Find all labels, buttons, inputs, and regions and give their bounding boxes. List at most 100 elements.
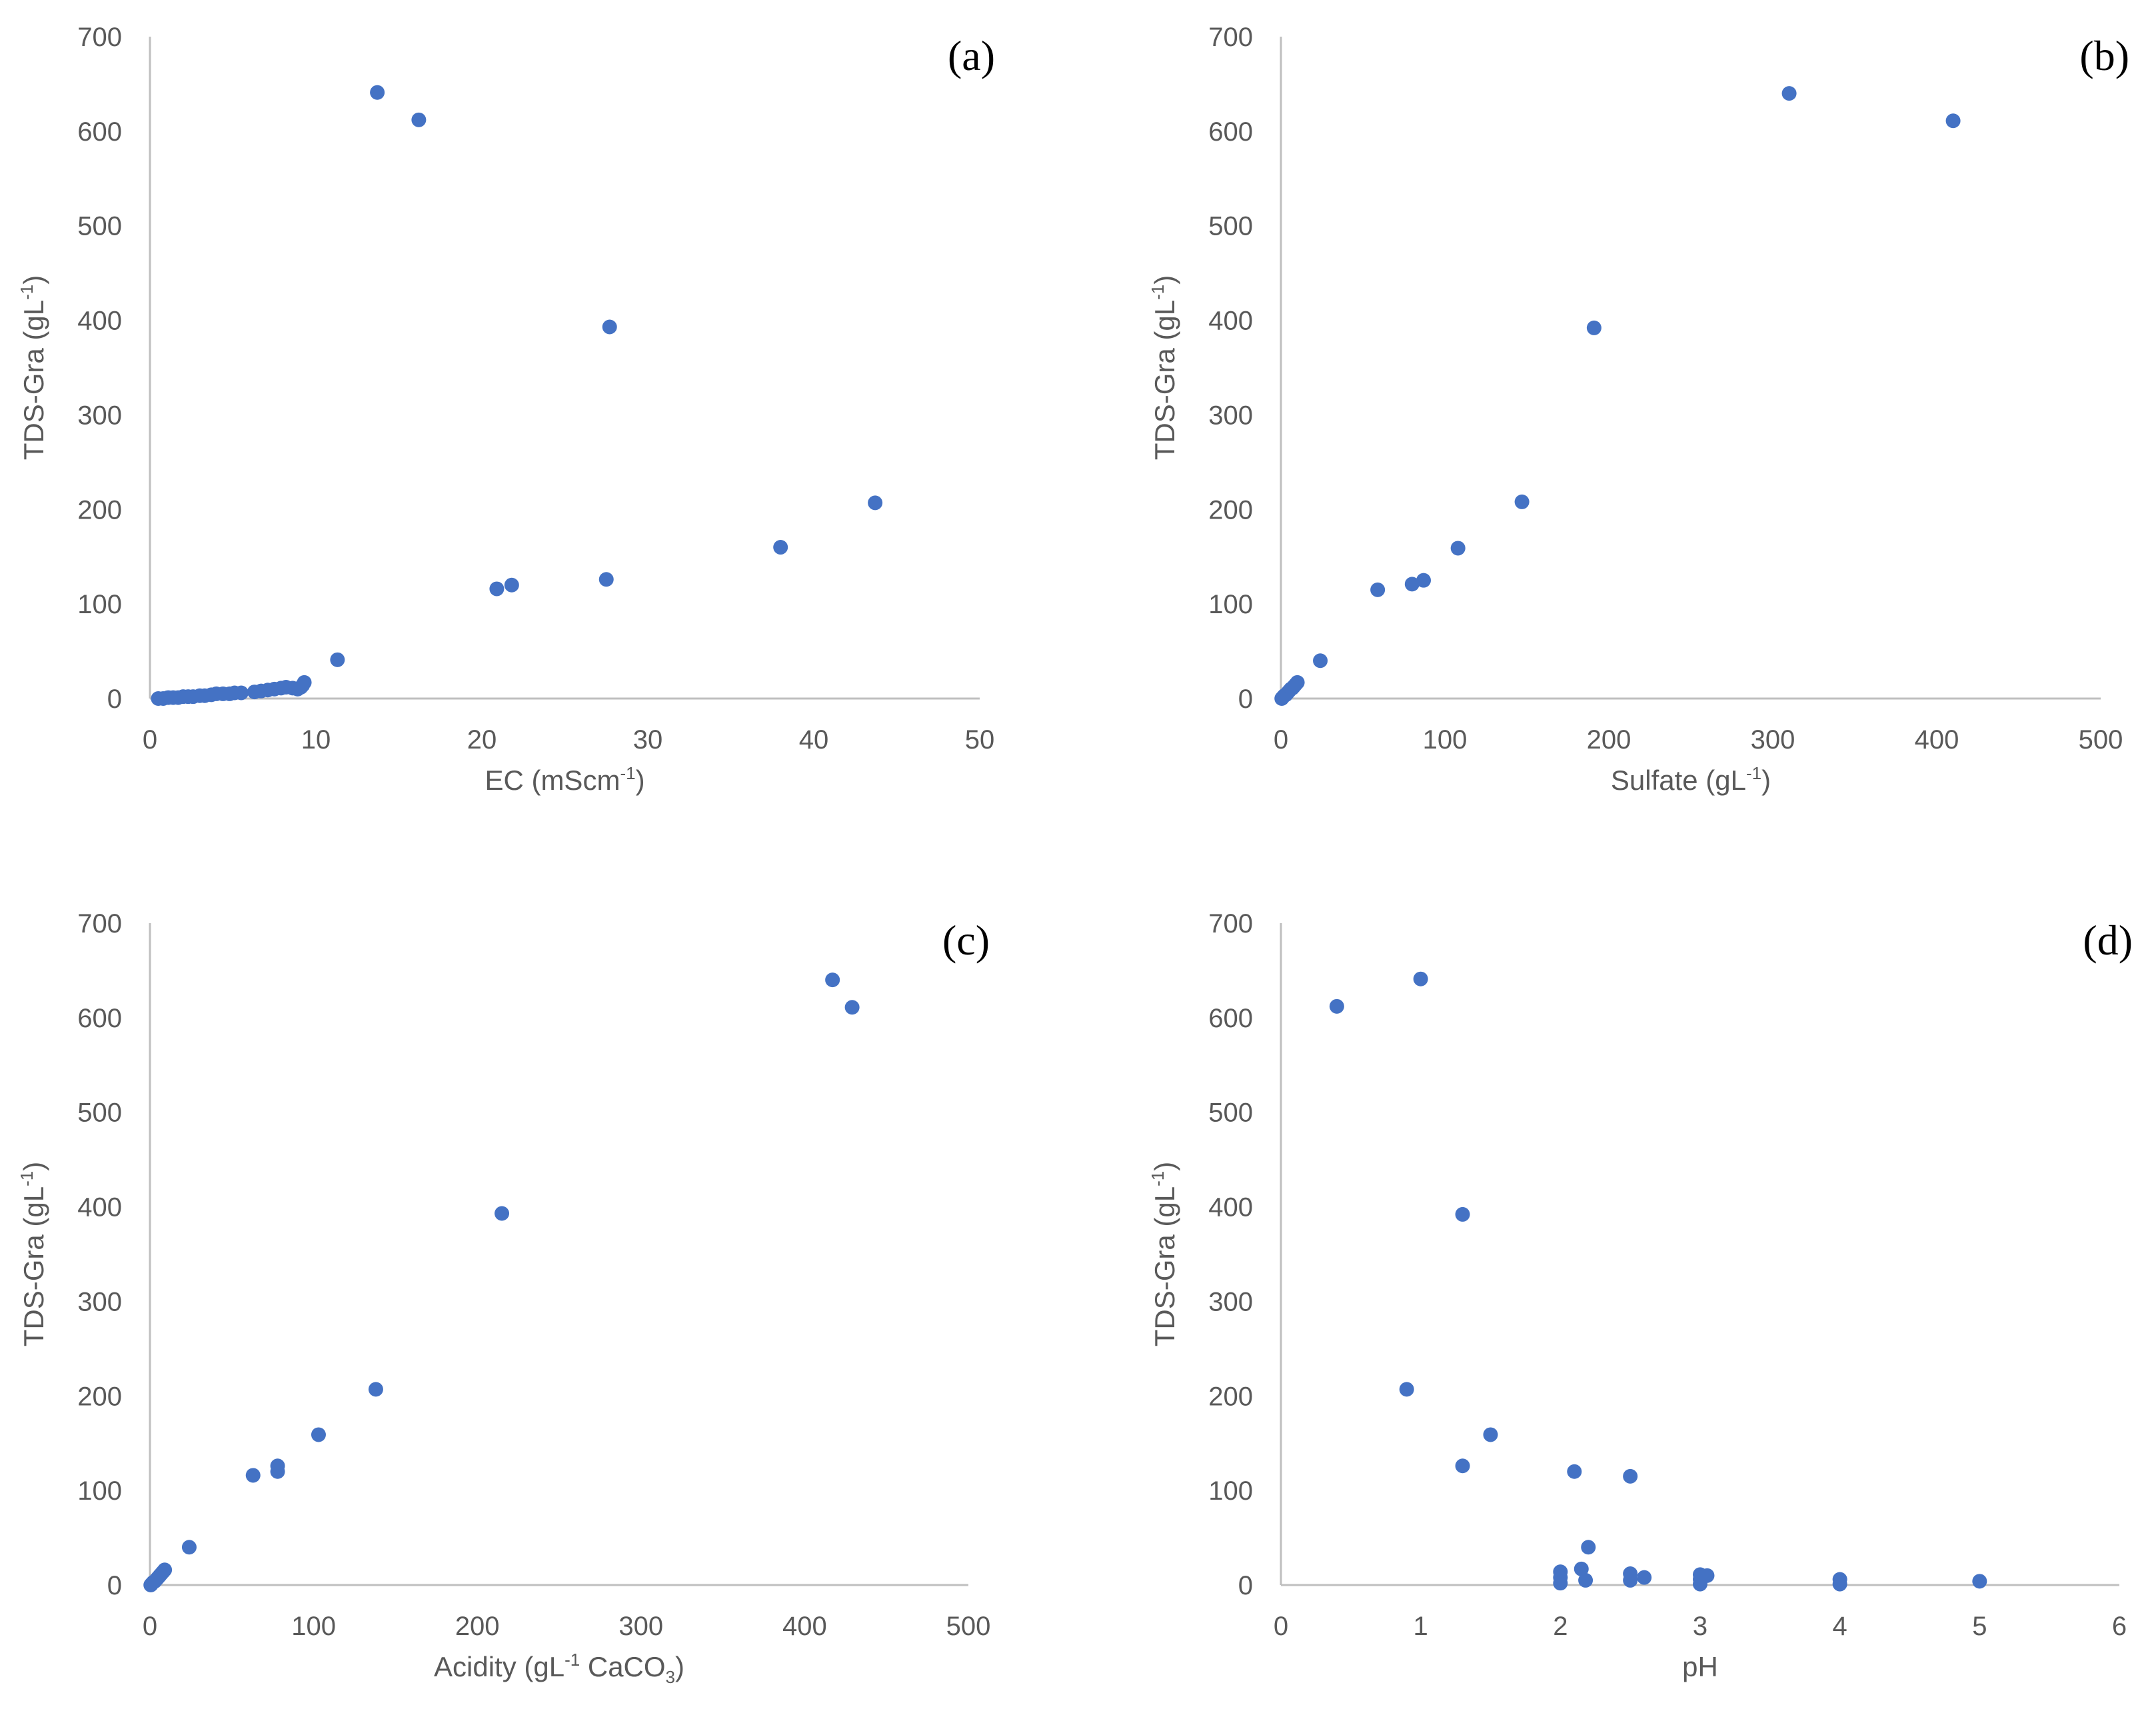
y-tick-label: 100 xyxy=(77,590,122,619)
x-tick-label: 6 xyxy=(2112,1612,2127,1641)
data-point xyxy=(1416,573,1432,588)
data-point xyxy=(598,572,614,587)
panel-label: (c) xyxy=(942,916,990,964)
data-point xyxy=(1455,1206,1470,1222)
x-tick-label: 0 xyxy=(1274,1612,1288,1641)
data-point xyxy=(1637,1570,1652,1585)
data-point xyxy=(504,577,519,593)
y-tick-label: 600 xyxy=(1208,1004,1253,1033)
y-tick-label: 200 xyxy=(1208,495,1253,525)
y-axis-title: TDS-Gra (gL-1) xyxy=(17,1162,49,1347)
y-tick-label: 100 xyxy=(77,1476,122,1506)
x-tick-label: 0 xyxy=(143,725,157,755)
data-point xyxy=(1699,1568,1715,1583)
panel-a: 0 100 200 300 400 500 600 700 0 10 20 30 40 50 EC (mSc… xyxy=(17,23,995,796)
data-point xyxy=(1329,998,1344,1014)
x-tick-label: 400 xyxy=(782,1612,827,1641)
panel-b: 0 100 200 300 400 500 600 700 0 100 200 300 400 500 Su… xyxy=(1148,23,2129,796)
y-tick-label: 200 xyxy=(77,495,122,525)
y-tick-label: 100 xyxy=(1208,1476,1253,1506)
data-point xyxy=(1574,1561,1589,1576)
panel-label: (a) xyxy=(948,32,995,79)
data-point xyxy=(245,1468,261,1483)
x-tick-label: 500 xyxy=(946,1612,991,1641)
x-tick-label: 5 xyxy=(1972,1612,1987,1641)
y-tick-label: 500 xyxy=(77,212,122,241)
panel-label: (b) xyxy=(2079,32,2129,79)
x-tick-label: 0 xyxy=(143,1612,157,1641)
y-tick-label: 600 xyxy=(77,1004,122,1033)
x-axis-title: Acidity (gL-1 CaCO3) xyxy=(434,1650,684,1687)
data-point xyxy=(411,112,427,127)
data-point xyxy=(1623,1572,1638,1588)
data-point xyxy=(1586,320,1602,335)
data-point xyxy=(370,85,385,100)
x-tick-label: 500 xyxy=(2079,725,2123,755)
y-tick-label: 300 xyxy=(77,1287,122,1316)
y-tick-label: 700 xyxy=(77,909,122,938)
x-tick-label: 1 xyxy=(1414,1612,1428,1641)
x-tick-label: 100 xyxy=(1423,725,1468,755)
y-tick-label: 300 xyxy=(1208,1287,1253,1316)
data-point xyxy=(1581,1540,1596,1555)
x-tick-label: 3 xyxy=(1693,1612,1707,1641)
y-axis-title: TDS-Gra (gL-1) xyxy=(1148,1162,1180,1347)
y-tick-label: 0 xyxy=(107,685,122,714)
data-point xyxy=(368,1382,383,1397)
data-point xyxy=(1578,1572,1594,1588)
x-axis-title: Sulfate (gL-1) xyxy=(1611,763,1771,796)
y-axis-title: TDS-Gra (gL-1) xyxy=(1148,275,1180,461)
data-point xyxy=(1781,86,1797,101)
data-point xyxy=(495,1206,510,1221)
data-point xyxy=(844,1000,860,1015)
y-tick-label: 0 xyxy=(1238,685,1253,714)
x-tick-label: 300 xyxy=(618,1612,663,1641)
x-tick-label: 30 xyxy=(633,725,663,755)
data-point xyxy=(1567,1464,1582,1479)
data-point xyxy=(1413,971,1428,986)
data-point xyxy=(1399,1382,1414,1397)
data-point xyxy=(330,652,345,667)
x-tick-label: 40 xyxy=(799,725,829,755)
y-tick-label: 400 xyxy=(1208,1193,1253,1222)
x-tick-label: 10 xyxy=(301,725,331,755)
x-axis-title: EC (mScm-1) xyxy=(485,763,644,796)
data-point xyxy=(489,581,505,597)
y-tick-label: 500 xyxy=(1208,212,1253,241)
data-point xyxy=(143,1578,159,1592)
panel-c: 0 100 200 300 400 500 600 700 0 100 200 300 400 500 Ac… xyxy=(17,909,990,1687)
y-tick-label: 400 xyxy=(77,307,122,336)
data-point xyxy=(1450,541,1466,556)
data-point xyxy=(825,972,840,988)
y-tick-label: 400 xyxy=(1208,307,1253,336)
data-point xyxy=(270,1464,285,1479)
data-point xyxy=(1455,1458,1470,1474)
data-point xyxy=(247,685,262,700)
x-tick-label: 300 xyxy=(1751,725,1795,755)
x-tick-label: 100 xyxy=(291,1612,336,1641)
x-tick-label: 400 xyxy=(1915,725,1959,755)
data-point xyxy=(1370,582,1386,597)
y-tick-label: 700 xyxy=(77,23,122,52)
y-tick-label: 300 xyxy=(1208,401,1253,430)
x-tick-label: 50 xyxy=(965,725,995,755)
y-tick-label: 200 xyxy=(1208,1382,1253,1411)
data-point xyxy=(311,1427,326,1442)
y-tick-label: 600 xyxy=(1208,117,1253,147)
data-point xyxy=(602,319,617,335)
data-point xyxy=(181,1540,197,1555)
panel-d: 0 100 200 300 400 500 600 700 0 1 2 3 4 5 6 pH TDS-Gra (… xyxy=(1148,909,2133,1682)
y-tick-label: 500 xyxy=(1208,1098,1253,1128)
data-point xyxy=(1514,494,1530,509)
y-tick-label: 600 xyxy=(77,117,122,147)
data-point xyxy=(1404,577,1420,592)
y-tick-label: 400 xyxy=(77,1193,122,1222)
data-point xyxy=(773,540,788,555)
y-axis-title: TDS-Gra (gL-1) xyxy=(17,275,49,461)
x-tick-label: 4 xyxy=(1833,1612,1847,1641)
x-tick-label: 200 xyxy=(1587,725,1631,755)
y-tick-label: 200 xyxy=(77,1382,122,1411)
x-tick-label: 200 xyxy=(455,1612,500,1641)
data-point xyxy=(1945,113,1961,129)
